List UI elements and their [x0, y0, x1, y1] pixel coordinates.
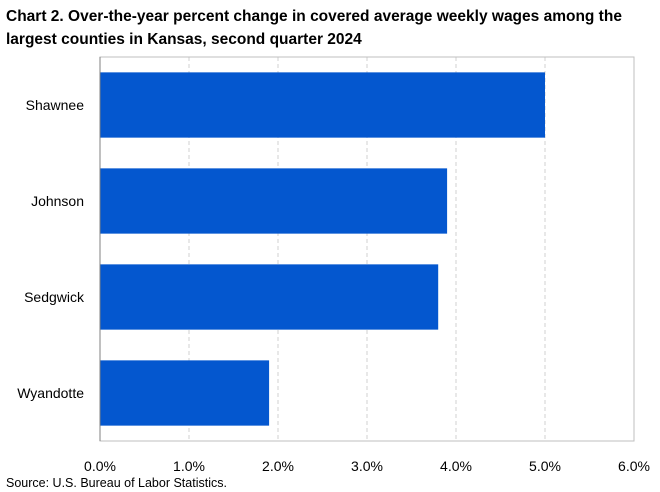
- bar-johnson: [100, 168, 448, 234]
- chart-title: Chart 2. Over-the-year percent change in…: [6, 8, 622, 48]
- axis-layer: [99, 56, 635, 442]
- bar-shawnee: [100, 72, 545, 138]
- x-tick-label: 0.0%: [84, 458, 116, 474]
- x-tick-label: 5.0%: [529, 458, 561, 474]
- x-tick-label: 2.0%: [262, 458, 294, 474]
- bar-sedgwick: [100, 264, 439, 330]
- category-label: Johnson: [31, 193, 84, 209]
- x-tick-label: 6.0%: [618, 458, 650, 474]
- x-tick-label: 4.0%: [440, 458, 472, 474]
- category-label: Wyandotte: [17, 385, 84, 401]
- x-tick-label: 1.0%: [173, 458, 205, 474]
- label-layer: 0.0% 1.0% 2.0% 3.0% 4.0% 5.0% 6.0% Shawnee Johns…: [17, 97, 650, 474]
- category-label: Sedgwick: [24, 289, 85, 305]
- category-label: Shawnee: [26, 97, 85, 113]
- x-tick-label: 3.0%: [351, 458, 383, 474]
- source-note: Source: U.S. Bureau of Labor Statistics.: [6, 476, 227, 490]
- bar-wyandotte: [100, 360, 270, 426]
- bar-layer: [100, 72, 545, 426]
